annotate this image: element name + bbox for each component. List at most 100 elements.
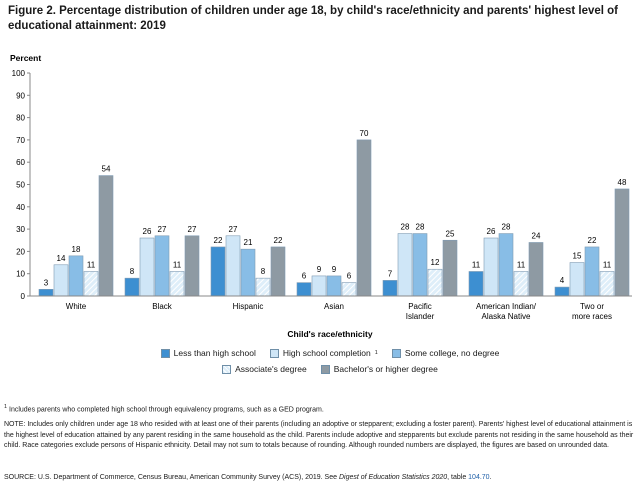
bar-value-label: 48 xyxy=(618,178,627,187)
bar xyxy=(427,268,443,297)
bar-value-label: 9 xyxy=(317,265,322,274)
bar xyxy=(569,262,585,297)
figure-title: Figure 2. Percentage distribution of chi… xyxy=(8,5,618,32)
bar xyxy=(356,139,372,297)
bar xyxy=(382,280,398,297)
bar-value-label: 26 xyxy=(143,227,152,236)
bar-value-label: 28 xyxy=(401,223,410,232)
bar-value-label: 6 xyxy=(347,272,352,281)
bar xyxy=(210,246,226,297)
bar xyxy=(528,242,544,297)
bar xyxy=(554,286,570,297)
bar xyxy=(68,255,84,297)
bar xyxy=(139,237,155,297)
bar-value-label: 18 xyxy=(72,245,81,254)
bar xyxy=(255,277,271,297)
bar-value-label: 27 xyxy=(158,225,167,234)
x-tick-label: Alaska Native xyxy=(482,312,531,321)
legend-swatch xyxy=(320,364,330,374)
bar xyxy=(311,275,327,297)
bar-chart: Percent 0 10 20 30 40 50 60 70 80 90 100 3 14 18 11 54… xyxy=(10,53,632,339)
bar-value-label: 24 xyxy=(532,231,541,240)
bar xyxy=(98,175,114,297)
bar-value-label: 26 xyxy=(487,227,496,236)
x-tick-label: American Indian/ xyxy=(476,302,537,311)
bar-value-label: 8 xyxy=(261,267,266,276)
legend-item-associates-degree: Associate's degree xyxy=(222,364,307,374)
bar-value-label: 54 xyxy=(102,165,111,174)
y-tick-label: 20 xyxy=(16,247,25,256)
bar xyxy=(614,188,630,297)
bar-value-label: 25 xyxy=(446,229,455,238)
y-tick-label: 10 xyxy=(16,270,25,279)
bar xyxy=(599,271,615,297)
bar-value-label: 70 xyxy=(360,129,369,138)
y-tick-label: 70 xyxy=(16,136,25,145)
bar xyxy=(169,271,185,297)
y-tick-label: 40 xyxy=(16,203,25,212)
bar xyxy=(53,264,69,297)
bar-value-label: 22 xyxy=(588,236,597,245)
bar xyxy=(154,235,170,297)
bar xyxy=(270,246,286,297)
bar-value-label: 14 xyxy=(57,254,66,263)
bar-value-label: 22 xyxy=(214,236,223,245)
bar-value-label: 6 xyxy=(302,272,307,281)
legend-swatch xyxy=(391,348,401,358)
bar-value-label: 3 xyxy=(44,278,49,287)
x-tick-label: Pacific xyxy=(408,302,432,311)
bar-value-label: 9 xyxy=(332,265,337,274)
bar-value-label: 22 xyxy=(274,236,283,245)
bar-value-label: 7 xyxy=(388,269,393,278)
x-tick-label: Islander xyxy=(406,312,435,321)
bar xyxy=(498,233,514,297)
bar-value-label: 11 xyxy=(173,260,182,269)
y-tick-label: 60 xyxy=(16,158,25,167)
bar xyxy=(83,271,99,297)
legend-item-some-college: Some college, no degree xyxy=(391,348,499,358)
bar-value-label: 27 xyxy=(188,225,197,234)
bar-value-label: 11 xyxy=(472,260,481,269)
bar-value-label: 12 xyxy=(431,258,440,267)
bar xyxy=(240,248,256,297)
bar-value-label: 11 xyxy=(87,260,96,269)
bar xyxy=(483,237,499,297)
bar xyxy=(341,282,357,297)
x-tick-label: Two or xyxy=(580,302,604,311)
bar-value-label: 21 xyxy=(244,238,253,247)
bar xyxy=(468,271,484,297)
bar xyxy=(184,235,200,297)
source-text: SOURCE: U.S. Department of Commerce, Cen… xyxy=(4,474,492,481)
bar xyxy=(513,271,529,297)
legend-item-less-than-high-school: Less than high school xyxy=(160,348,256,358)
bar xyxy=(584,246,600,297)
bar xyxy=(225,235,241,297)
x-tick-label: Asian xyxy=(324,302,344,311)
y-tick-label: 50 xyxy=(16,181,25,190)
y-tick-label: 90 xyxy=(16,91,25,100)
legend: Less than high school High school comple… xyxy=(150,348,510,380)
bar-value-label: 4 xyxy=(560,276,565,285)
note-text: NOTE: Includes only children under age 1… xyxy=(4,421,634,449)
y-tick-label: 0 xyxy=(21,292,26,301)
x-axis-label: Child's race/ethnicity xyxy=(287,329,372,339)
bar-value-label: 11 xyxy=(603,260,612,269)
bar xyxy=(296,282,312,297)
bar xyxy=(412,233,428,297)
bar-value-label: 8 xyxy=(130,267,135,276)
source-table-link[interactable]: 104.70 xyxy=(468,474,490,481)
legend-item-bachelors-or-higher: Bachelor's or higher degree xyxy=(320,364,438,374)
bar-value-label: 28 xyxy=(416,223,425,232)
x-tick-label: more races xyxy=(572,312,612,321)
bar-value-label: 11 xyxy=(517,260,526,269)
x-tick-label: Black xyxy=(152,302,173,311)
bar xyxy=(326,275,342,297)
bar xyxy=(397,233,413,297)
bar-value-label: 27 xyxy=(229,225,238,234)
legend-swatch xyxy=(269,348,279,358)
y-tick-label: 80 xyxy=(16,114,25,123)
legend-item-high-school-completion: High school completion 1 xyxy=(269,348,378,358)
bar xyxy=(38,289,54,297)
bar-value-label: 15 xyxy=(573,252,582,261)
y-axis-label: Percent xyxy=(10,53,41,63)
